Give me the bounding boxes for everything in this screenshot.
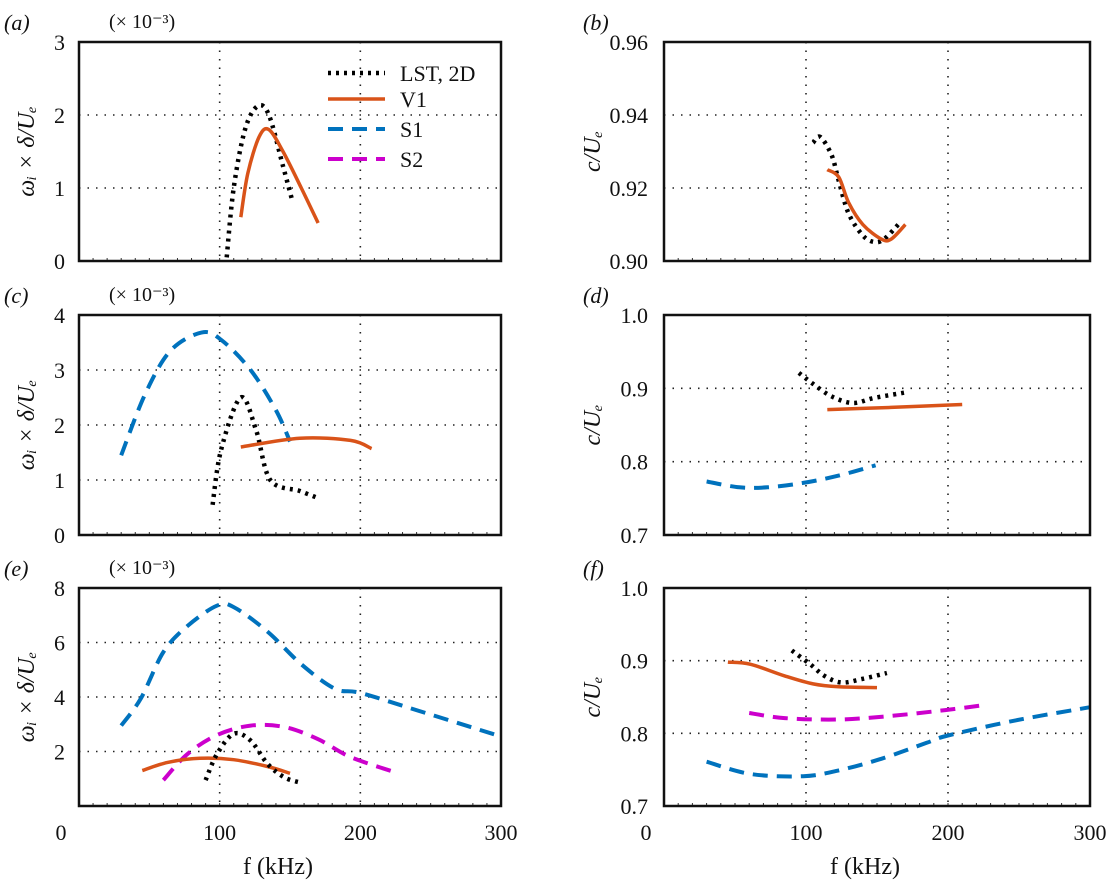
panel-label: (a) [4,10,30,35]
y-tick-label: 4 [54,303,65,328]
panel-b: 0.90 0.92 0.94 0.96(b) c/Uₑ [580,10,1092,274]
x-tick-label: 200 [344,820,377,845]
panel-a: 0 1 2 3 (a) (× 10⁻³) ωᵢ × δ/Uₑ [4,10,503,274]
y-tick-label: 0.92 [610,176,649,201]
y-axis-label: ωᵢ × δ/Uₑ [14,380,40,470]
series-V1-line [827,402,963,412]
y-tick-label: 0 [54,523,65,548]
y-multiplier: (× 10⁻³) [109,284,175,306]
x-tick-label: 0 [56,820,67,845]
series-V1-line [727,660,878,690]
series-V1-line [239,126,320,224]
legend-label-S2: S2 [400,147,423,172]
series-LST-line [797,371,905,406]
panel-label: (f) [583,556,604,581]
plot-frame [77,586,503,808]
y-axis-label: ωᵢ × δ/Uₑ [14,652,40,742]
y-tick-label: 1 [54,176,65,201]
plot-frame [662,586,1092,808]
series-LST-line [224,102,295,258]
y-tick-label: 3 [54,30,65,55]
x-axis-label: f (kHz) [830,854,900,880]
y-tick-label: 0.94 [610,103,649,128]
y-tick-label: 6 [54,631,65,656]
legend-label-S1: S1 [400,117,423,142]
plot-frame [662,40,1092,263]
y-tick-label: 1 [54,468,65,493]
panel-d: 0.7 0.8 0.9 1.0 (d) c/Uₑ [580,283,1092,548]
y-axis-label: ωᵢ × δ/Uₑ [14,106,40,196]
y-axis-label: c/Uₑ [580,677,606,718]
y-tick-label: 0.9 [621,376,649,401]
legend-label-LST: LST, 2D [400,61,475,86]
y-tick-label: 1.0 [621,576,649,601]
x-axis-label: f (kHz) [243,854,313,880]
legend-label-V1: V1 [400,87,427,112]
y-tick-label: 0.8 [621,450,649,475]
panel-label: (e) [4,556,28,581]
y-tick-label: 0.9 [621,649,649,674]
y-tick-label: 0.7 [621,794,649,819]
x-tick-label: 100 [203,820,236,845]
series-S1-line [706,463,877,490]
y-tick-label: 3 [54,358,65,383]
plot-frame [662,313,1092,537]
series-LST-line [811,134,900,245]
series-LST-line [203,730,302,785]
series-LST-line [790,648,888,685]
y-multiplier: (× 10⁻³) [109,11,175,33]
x-tick-label: 200 [932,820,965,845]
series-V1-line [240,436,373,451]
plot-frame [77,40,503,263]
panel-c: 0 1 2 3 4 (c) (× 10⁻³) ωᵢ × δ/Uₑ [4,283,503,548]
x-tick-label: 0 [641,820,652,845]
y-tick-label: 0.7 [621,523,649,548]
y-tick-label: 2 [54,740,65,765]
y-tick-label: 4 [54,685,65,710]
panel-e: 2 4 6 8 0 100 200 300 (e) (× 10⁻³) ωᵢ × δ/Uₑ f (kHz… [4,556,518,880]
panel-f: 0.7 0.8 0.9 1.0 0 100 200 300 (f) c/Uₑ f (kHz) [580,556,1107,880]
series-S1-line [119,601,502,739]
y-axis-label: c/Uₑ [580,131,606,172]
series-LST-line [210,395,319,506]
series-S2-line [748,703,986,722]
y-axis-label: c/Uₑ [580,405,606,446]
plot-frame [77,313,503,537]
panel-label: (c) [4,283,28,308]
x-tick-label: 300 [1074,820,1107,845]
y-tick-label: 0.96 [610,30,649,55]
y-tick-label: 2 [54,413,65,438]
y-tick-label: 0.90 [610,249,649,274]
series-S1-line [119,330,292,457]
y-tick-label: 0.8 [621,721,649,746]
panel-label: (d) [583,283,609,308]
x-tick-label: 300 [485,820,518,845]
y-tick-label: 0 [54,249,65,274]
panel-label: (b) [583,10,609,35]
series-S1-line [706,705,1091,779]
y-tick-label: 8 [54,576,65,601]
y-multiplier: (× 10⁻³) [109,557,175,579]
y-tick-label: 1.0 [621,303,649,328]
x-tick-label: 100 [790,820,823,845]
y-tick-label: 2 [54,103,65,128]
series-V1-line [826,168,907,243]
series-S2-line [161,722,399,782]
